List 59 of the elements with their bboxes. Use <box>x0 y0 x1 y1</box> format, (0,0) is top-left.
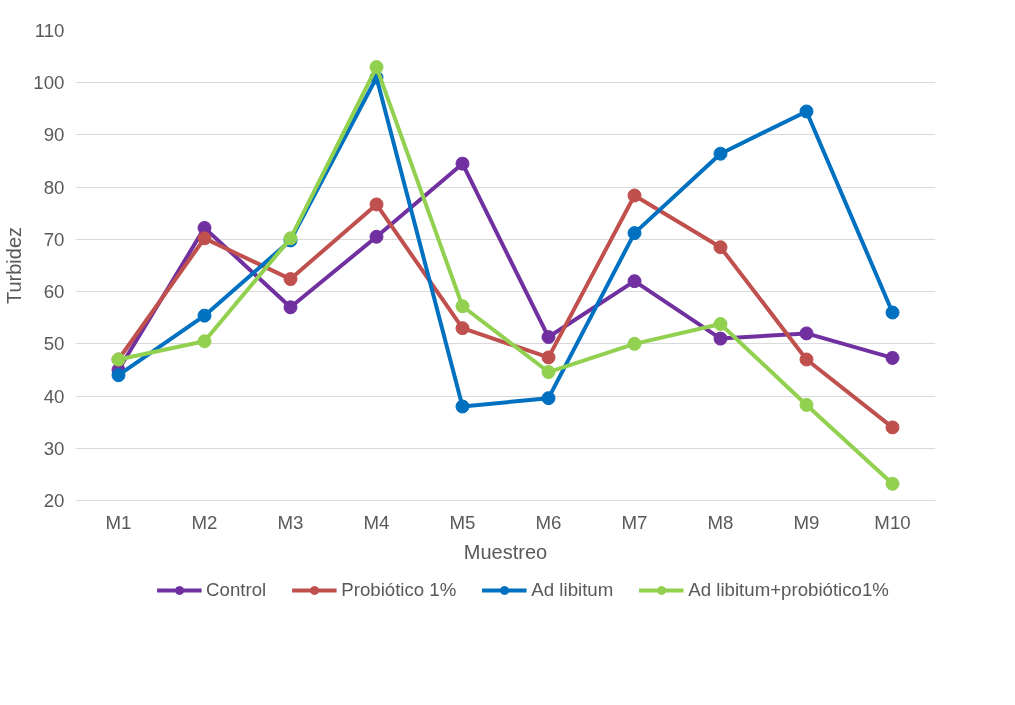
point <box>541 330 556 345</box>
point <box>541 391 556 406</box>
y-tick-label: 50 <box>43 333 65 355</box>
point <box>455 321 470 336</box>
y-tick-label: 30 <box>43 437 65 459</box>
point <box>455 299 470 314</box>
x-tick-label: M7 <box>621 511 648 533</box>
legend-label: Ad libitum <box>531 579 614 601</box>
x-tick-label: M8 <box>707 511 734 533</box>
point <box>541 365 556 380</box>
point <box>111 368 126 383</box>
y-tick-label: 40 <box>43 385 65 407</box>
point <box>885 476 900 491</box>
point <box>369 197 384 212</box>
point <box>627 188 642 203</box>
point <box>713 331 728 346</box>
point <box>369 60 384 75</box>
point <box>799 104 814 119</box>
y-axis-title: Turbidez <box>3 226 26 305</box>
point <box>713 240 728 255</box>
point <box>885 420 900 435</box>
point <box>627 226 642 241</box>
point <box>713 146 728 161</box>
y-tick-label: 90 <box>43 124 65 146</box>
legend-label: Ad libitum+probiótico1% <box>688 579 889 601</box>
point <box>799 397 814 412</box>
x-tick-label: M9 <box>793 511 820 533</box>
point <box>197 334 212 349</box>
point <box>627 336 642 351</box>
y-tick-label: 70 <box>43 228 65 250</box>
point <box>713 317 728 331</box>
x-tick-label: M2 <box>191 511 218 533</box>
point <box>283 300 298 315</box>
point <box>799 326 814 341</box>
y-tick-label: 110 <box>34 20 65 41</box>
point <box>885 305 900 320</box>
legend-label: Control <box>206 579 267 601</box>
x-axis-title: Muestreo <box>463 540 548 563</box>
x-tick-label: M3 <box>277 511 304 533</box>
y-tick-label: 80 <box>43 176 65 198</box>
point <box>885 350 900 365</box>
point <box>799 352 814 367</box>
point <box>197 308 212 323</box>
point <box>455 156 470 171</box>
point <box>627 274 642 289</box>
x-tick-label: M4 <box>363 511 390 533</box>
x-tick-label: M5 <box>449 511 476 533</box>
legend-label: Probiótico 1% <box>341 579 457 601</box>
point <box>541 350 556 365</box>
y-tick-label: 100 <box>33 72 65 94</box>
point <box>283 272 298 287</box>
x-tick-label: M1 <box>105 511 132 533</box>
point <box>455 399 470 414</box>
y-tick-label: 60 <box>43 281 65 303</box>
x-tick-label: M6 <box>535 511 562 533</box>
point <box>369 229 384 244</box>
point <box>197 231 212 246</box>
x-tick-label: M10 <box>874 511 911 533</box>
y-tick-label: 20 <box>43 490 65 511</box>
